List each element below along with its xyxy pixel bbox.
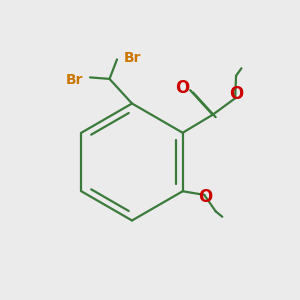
Text: Br: Br <box>124 51 142 65</box>
Text: Br: Br <box>65 73 83 87</box>
Text: O: O <box>198 188 212 206</box>
Text: O: O <box>176 79 190 97</box>
Text: O: O <box>229 85 243 103</box>
